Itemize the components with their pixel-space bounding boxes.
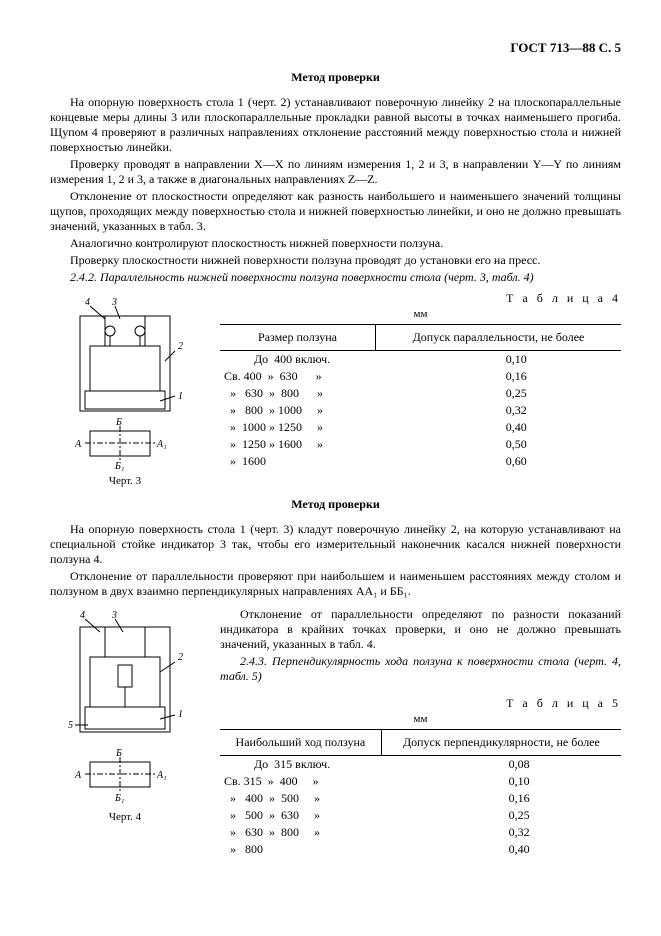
para-9: Отклонение от параллельности определяют … (220, 607, 621, 652)
svg-text:Б₁: Б₁ (114, 793, 124, 804)
svg-text:1: 1 (178, 709, 183, 720)
table-4-label: Т а б л и ц а 4 (220, 291, 621, 306)
para-4: Аналогично контролируют плоскостность ни… (50, 236, 621, 251)
para-7: На опорную поверхность стола 1 (черт. 3)… (50, 522, 621, 567)
table-row-value: 0,32 (376, 402, 621, 419)
table-row-size: » 1000 » 1250 » (220, 419, 376, 436)
para-6: 2.4.2. Параллельность нижней поверхности… (50, 270, 621, 285)
figure-3: 4 3 2 1 Б А А₁ Б₁ Черт. 3 (50, 291, 200, 489)
table-5: Наибольший ход ползуна Допуск перпендику… (220, 729, 621, 858)
table-row-value: 0,08 (381, 755, 621, 773)
svg-text:5: 5 (68, 720, 73, 731)
table-row-value: 0,50 (376, 436, 621, 453)
para-2: Проверку проводят в направлении X—X по л… (50, 157, 621, 187)
para-8: Отклонение от параллельности проверяют п… (50, 569, 621, 599)
svg-text:4: 4 (85, 297, 90, 308)
table-row-value: 0,32 (381, 824, 621, 841)
table-row-size: » 1250 » 1600 » (220, 436, 376, 453)
table-row-size: Св. 400 » 630 » (220, 368, 376, 385)
table-row-size: » 500 » 630 » (220, 807, 381, 824)
table-5-label: Т а б л и ц а 5 (220, 696, 621, 711)
figure-4-caption: Черт. 4 (50, 811, 200, 825)
svg-text:А₁: А₁ (156, 439, 167, 450)
page-header: ГОСТ 713—88 С. 5 (50, 40, 621, 56)
svg-text:2: 2 (178, 341, 183, 352)
para-5: Проверку плоскостности нижней поверхност… (50, 253, 621, 268)
table-4-unit: мм (220, 308, 621, 322)
table-row-size: До 400 включ. (220, 351, 376, 369)
table-4-col2: Допуск параллельности, не более (376, 325, 621, 351)
svg-text:Б: Б (115, 417, 122, 428)
svg-text:3: 3 (111, 297, 117, 308)
table-row-value: 0,40 (381, 841, 621, 858)
table-row-value: 0,60 (376, 453, 621, 470)
svg-text:Б: Б (115, 748, 122, 759)
table-row-size: Св. 315 » 400 » (220, 773, 381, 790)
svg-text:4: 4 (80, 610, 85, 621)
table-row-size: До 315 включ. (220, 755, 381, 773)
figure-3-caption: Черт. 3 (50, 475, 200, 489)
table-row-size: » 1600 (220, 453, 376, 470)
table-row-value: 0,25 (376, 385, 621, 402)
table-row-size: » 630 » 800 » (220, 824, 381, 841)
svg-text:А₁: А₁ (156, 770, 167, 781)
table-row-value: 0,10 (376, 351, 621, 369)
svg-text:А: А (74, 439, 82, 450)
section-title-2: Метод проверки (50, 497, 621, 512)
para-3: Отклонение от плоскостности определяют к… (50, 189, 621, 234)
table-row-value: 0,10 (381, 773, 621, 790)
svg-text:Б₁: Б₁ (114, 461, 124, 471)
table-row-value: 0,16 (376, 368, 621, 385)
table-5-unit: мм (220, 713, 621, 727)
table-row-value: 0,16 (381, 790, 621, 807)
table-4-col1: Размер ползуна (220, 325, 376, 351)
figure-4: 4 3 2 1 5 Б А А₁ Б₁ Черт. 4 (50, 607, 200, 825)
table-row-size: » 630 » 800 » (220, 385, 376, 402)
table-4: Размер ползуна Допуск параллельности, не… (220, 324, 621, 470)
table-row-value: 0,25 (381, 807, 621, 824)
table-row-size: » 400 » 500 » (220, 790, 381, 807)
table-5-col1: Наибольший ход ползуна (220, 729, 381, 755)
table-5-col2: Допуск перпендикулярности, не более (381, 729, 621, 755)
svg-text:2: 2 (178, 652, 183, 663)
table-row-value: 0,40 (376, 419, 621, 436)
para-10: 2.4.3. Перпендикулярность хода ползуна к… (220, 654, 621, 684)
table-row-size: » 800 (220, 841, 381, 858)
svg-text:1: 1 (178, 391, 183, 402)
svg-text:3: 3 (111, 610, 117, 621)
section-title-1: Метод проверки (50, 70, 621, 85)
table-row-size: » 800 » 1000 » (220, 402, 376, 419)
svg-text:А: А (74, 770, 82, 781)
para-1: На опорную поверхность стола 1 (черт. 2)… (50, 95, 621, 155)
